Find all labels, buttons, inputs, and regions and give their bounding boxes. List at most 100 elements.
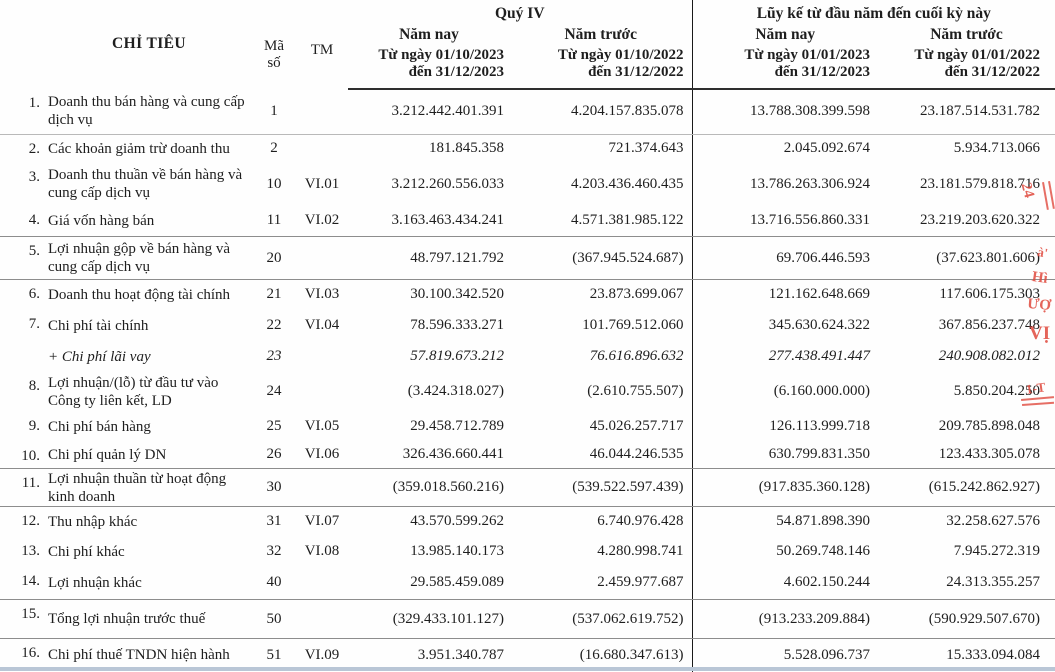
red-stamp-fragment: Hì	[1030, 269, 1049, 288]
value-cum-last-year: 240.908.082.012	[938, 348, 1041, 364]
value-q4-this-year: 326.436.660.441	[348, 441, 511, 469]
row-note	[296, 468, 349, 507]
table-row: 9. Chi phí bán hàng 25 VI.05 29.458.712.789 4…	[0, 411, 1055, 442]
row-label: Doanh thu thuần về bán hàng và cung cấp …	[48, 167, 243, 201]
row-note: VI.08	[304, 543, 340, 559]
row-label: Chi phí quản lý DN	[44, 441, 253, 469]
value-cum-last-year: 117.606.175.303	[939, 286, 1041, 303]
value-cum-last-year: (37.623.801.606)	[878, 236, 1055, 280]
row-code: 32	[266, 543, 282, 559]
value-q4-last-year: 4.203.436.460.435	[571, 175, 684, 192]
value-q4-last-year: 76.616.896.632	[589, 348, 684, 364]
value-cum-this-year: 345.630.624.322	[691, 309, 879, 342]
table-row: 11. Lợi nhuận thuần từ hoạt động kinh doa…	[0, 468, 1055, 507]
value-cum-last-year: 367.856.237.748	[938, 317, 1041, 333]
value-cum-last-year: 5.850.204.250	[953, 383, 1041, 399]
row-code: 11	[252, 205, 297, 237]
row-label: Chi phí thuế TNDN hiện hành	[48, 647, 230, 664]
table-header: CHỈ TIÊU Mã số TM Quý IV Lũy kế từ đầu n…	[0, 0, 1055, 90]
value-q4-last-year: 4.571.381.985.122	[510, 205, 693, 237]
row-code: 10	[266, 175, 282, 192]
row-number: 7.	[28, 315, 40, 332]
range-line: đến 31/12/2023	[408, 64, 505, 81]
row-number: 4.	[0, 205, 44, 237]
row-note: VI.04	[304, 317, 340, 333]
table-row: 10. Chi phí quản lý DN 26 VI.06 326.436.660.…	[0, 441, 1055, 469]
value-cum-last-year: 23.181.579.818.716	[920, 175, 1041, 192]
value-q4-this-year: 43.570.599.262	[410, 513, 505, 530]
row-number: 16.	[21, 645, 40, 661]
value-q4-last-year: 101.769.512.060	[582, 317, 684, 333]
value-q4-last-year: 23.873.699.067	[589, 286, 684, 303]
row-number: 2.	[28, 141, 40, 157]
red-stamp-fragment: 1-T	[1025, 379, 1047, 397]
value-cum-last-year: 15.333.094.084	[946, 646, 1041, 663]
value-cum-this-year: (913.233.209.884)	[691, 599, 879, 639]
value-q4-this-year: (3.424.318.027)	[407, 383, 505, 399]
row-number: 3.	[28, 168, 40, 185]
value-q4-last-year: 721.374.643	[608, 140, 684, 157]
value-cum-last-year: 23.187.514.531.782	[878, 88, 1055, 135]
value-cum-this-year: 50.269.748.146	[691, 536, 879, 567]
row-note: VI.07	[304, 513, 340, 530]
row-note: VI.09	[304, 646, 340, 663]
value-cum-this-year: 5.528.096.737	[691, 638, 879, 672]
value-q4-this-year: 13.985.140.173	[410, 543, 505, 559]
row-code: 30	[252, 468, 297, 507]
header-q4-this-year: Năm nay	[399, 25, 459, 43]
row-code: 22	[266, 317, 282, 333]
row-code: 21	[266, 286, 282, 303]
value-q4-last-year: 45.026.257.717	[589, 418, 684, 434]
row-code: 51	[266, 646, 282, 663]
range-line: Từ ngày 01/01/2023	[744, 47, 871, 63]
header-group-cumulative: Lũy kế từ đầu năm đến cuối kỳ này	[691, 0, 1055, 24]
row-number: 1.	[0, 88, 44, 135]
value-cum-last-year: 7.945.272.319	[953, 543, 1041, 559]
range-line: Từ ngày 01/10/2022	[557, 47, 684, 63]
page-bottom-edge	[0, 667, 1055, 671]
row-label: Chi phí bán hàng	[48, 418, 151, 435]
value-q4-last-year: (2.610.755.507)	[587, 383, 684, 399]
row-code: 20	[252, 236, 297, 280]
value-q4-this-year: 3.951.340.787	[417, 646, 505, 663]
row-number	[0, 342, 44, 372]
header-q4-this-year-range: Từ ngày 01/10/2023 đến 31/12/2023	[348, 45, 511, 90]
value-cum-this-year: 121.162.648.669	[691, 279, 879, 310]
value-cum-this-year: 2.045.092.674	[691, 134, 879, 163]
value-cum-last-year: (590.929.507.670)	[878, 599, 1055, 639]
value-q4-last-year: 2.459.977.687	[510, 566, 693, 600]
header-ma-so: Mã số	[252, 0, 296, 89]
row-label: Chi phí tài chính	[48, 317, 149, 334]
header-tm: TM	[310, 41, 334, 58]
value-q4-last-year: 6.740.976.428	[597, 513, 684, 530]
header-ma: Mã	[264, 38, 285, 54]
row-number: 14.	[0, 566, 44, 600]
row-code: 50	[252, 599, 297, 639]
row-note: VI.06	[296, 441, 349, 469]
value-q4-this-year: 29.585.459.089	[348, 566, 511, 600]
header-group-quarter: Quý IV	[495, 5, 545, 22]
value-cum-this-year: 630.799.831.350	[691, 441, 879, 469]
value-cum-this-year: 13.788.308.399.598	[691, 88, 879, 135]
header-cum-this-year-range: Từ ngày 01/01/2023 đến 31/12/2023	[691, 45, 879, 90]
value-q4-last-year: 4.204.157.835.078	[510, 88, 693, 135]
row-note	[296, 566, 349, 600]
row-code: 1	[252, 88, 297, 135]
table-row: 13. Chi phí khác 32 VI.08 13.985.140.173 4.28…	[0, 536, 1055, 567]
value-q4-last-year: (539.522.597.439)	[510, 468, 693, 507]
value-cum-this-year: 4.602.150.244	[691, 566, 879, 600]
row-note	[296, 135, 348, 163]
row-code: 26	[252, 441, 297, 469]
row-label: Các khoản giảm trừ doanh thu	[48, 140, 230, 157]
value-q4-this-year: 3.212.442.401.391	[348, 88, 511, 135]
header-chi-tieu: CHỈ TIÊU	[112, 35, 186, 53]
row-note: VI.01	[304, 175, 340, 192]
row-label: Lợi nhuận/(lỗ) từ đầu tư vào Công ty liê…	[48, 374, 219, 409]
row-number: 6.	[28, 286, 40, 302]
row-number: 15.	[0, 599, 44, 639]
value-cum-last-year: 24.313.355.257	[878, 566, 1055, 600]
row-note	[296, 599, 349, 639]
range-line: đến 31/12/2022	[588, 64, 684, 81]
header-so: số	[267, 55, 281, 72]
